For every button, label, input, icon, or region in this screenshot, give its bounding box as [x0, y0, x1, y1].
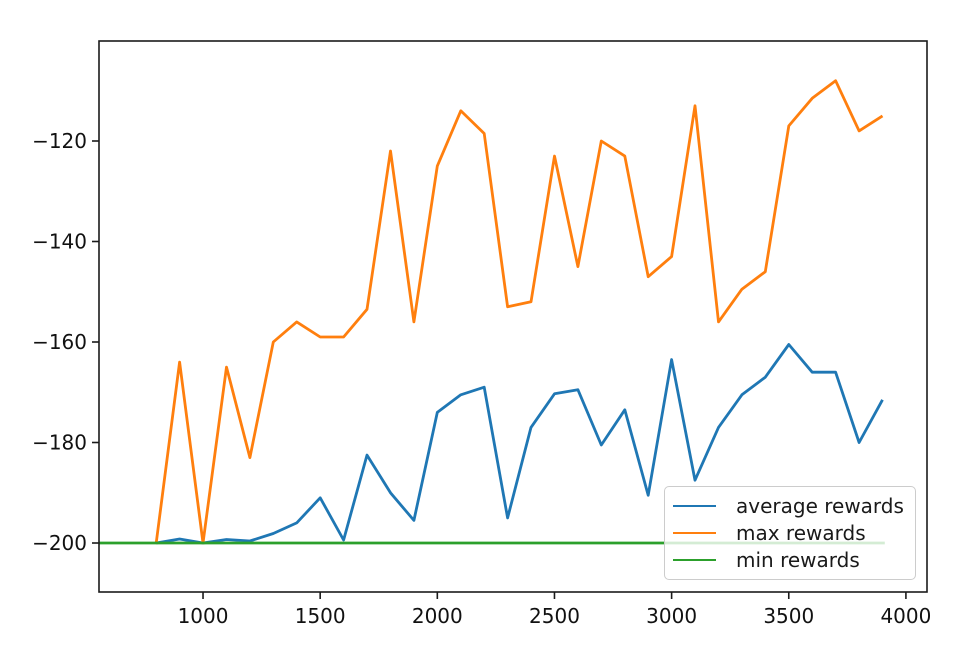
x-tick-label: 1000 — [178, 604, 229, 628]
x-tick-label: 4000 — [880, 604, 931, 628]
y-tick-label: −160 — [32, 330, 87, 354]
plot-frame — [98, 40, 928, 593]
legend-line-sample-max — [673, 531, 716, 534]
legend-line-sample-average — [673, 504, 716, 507]
legend-label-average: average rewards — [736, 493, 904, 518]
x-tick-label: 3500 — [763, 604, 814, 628]
series-line-max-rewards — [154, 79, 884, 545]
y-tick-label: −140 — [32, 230, 87, 254]
legend-item-average-rewards: average rewards — [673, 492, 905, 519]
legend-item-min-rewards: min rewards — [673, 547, 905, 574]
legend: average rewards max rewards min rewards — [664, 486, 916, 580]
legend-line-sample-min — [673, 559, 716, 562]
axis-ticks: 1000 1500 2000 2500 3000 3500 4000 −120 −140 −160… — [32, 129, 931, 628]
y-tick-label: −180 — [32, 431, 87, 455]
legend-item-max-rewards: max rewards — [673, 519, 905, 546]
y-tick-label: −120 — [32, 129, 87, 153]
x-tick-label: 1500 — [295, 604, 346, 628]
y-tick-label: −200 — [32, 531, 87, 555]
legend-label-min: min rewards — [736, 548, 860, 573]
plot-series — [99, 79, 885, 545]
x-tick-label: 2000 — [412, 604, 463, 628]
series-line-average-rewards — [155, 343, 884, 545]
legend-label-max: max rewards — [736, 520, 866, 545]
x-tick-label: 3000 — [646, 604, 697, 628]
x-tick-label: 2500 — [529, 604, 580, 628]
